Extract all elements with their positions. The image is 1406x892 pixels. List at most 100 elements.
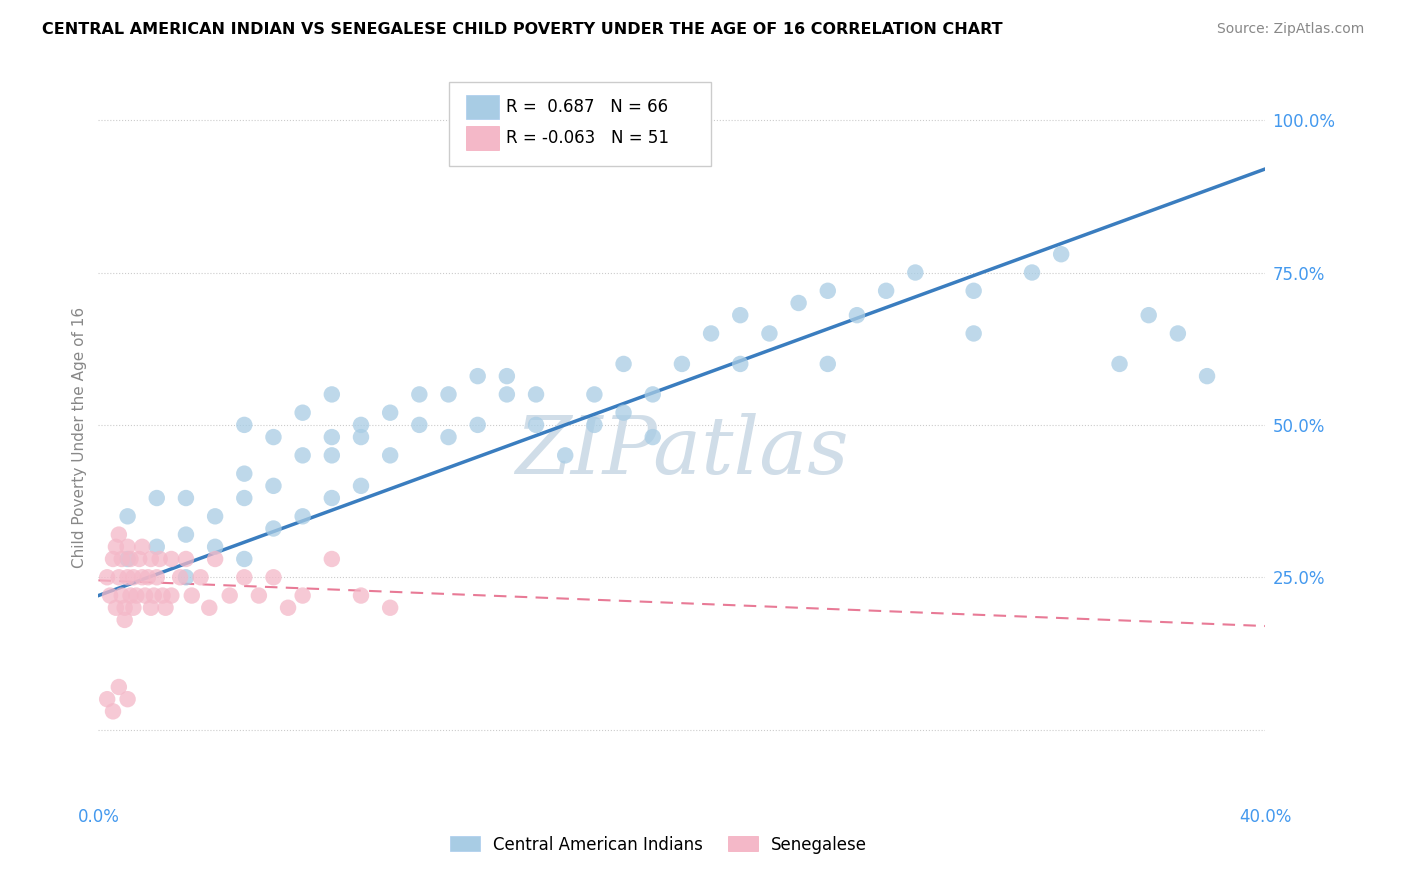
Point [583, 417, 606, 432]
Point [554, 448, 576, 462]
Point [108, 527, 131, 541]
FancyBboxPatch shape [465, 95, 499, 119]
Point [787, 296, 810, 310]
Point [380, 600, 402, 615]
Point [139, 552, 162, 566]
Point [190, 570, 212, 584]
Point [291, 509, 314, 524]
Point [180, 589, 202, 603]
Point [204, 509, 226, 524]
Point [496, 387, 519, 401]
Point [524, 417, 547, 432]
Point [117, 552, 139, 566]
Point [817, 284, 839, 298]
Point [321, 552, 343, 566]
Point [350, 479, 373, 493]
Point [114, 613, 136, 627]
Point [641, 387, 664, 401]
Point [380, 406, 402, 420]
Point [155, 600, 177, 615]
Point [350, 589, 373, 603]
Point [146, 491, 169, 505]
Point [437, 387, 460, 401]
Point [114, 600, 136, 615]
Point [817, 357, 839, 371]
Text: R =  0.687   N = 66: R = 0.687 N = 66 [506, 98, 668, 116]
Point [233, 491, 256, 505]
Point [104, 540, 127, 554]
Point [408, 417, 430, 432]
Point [262, 430, 284, 444]
Point [1050, 247, 1073, 261]
Point [160, 589, 183, 603]
Point [146, 540, 169, 554]
Point [233, 552, 256, 566]
Point [846, 308, 869, 322]
Point [174, 552, 197, 566]
Point [142, 589, 165, 603]
Point [233, 417, 256, 432]
Point [962, 284, 984, 298]
Point [198, 600, 221, 615]
Point [128, 552, 150, 566]
Point [1108, 357, 1130, 371]
Point [730, 357, 752, 371]
Point [875, 284, 897, 298]
Point [350, 430, 373, 444]
Text: Source: ZipAtlas.com: Source: ZipAtlas.com [1216, 22, 1364, 37]
Point [101, 552, 124, 566]
Point [321, 448, 343, 462]
Point [730, 308, 752, 322]
Point [136, 570, 159, 584]
Point [247, 589, 270, 603]
Point [321, 430, 343, 444]
Point [152, 589, 174, 603]
Point [174, 491, 197, 505]
Point [233, 467, 256, 481]
Point [467, 417, 489, 432]
Point [612, 357, 634, 371]
Point [467, 369, 489, 384]
Point [101, 705, 124, 719]
Point [321, 387, 343, 401]
Point [277, 600, 299, 615]
Point [233, 570, 256, 584]
Point [904, 266, 927, 280]
Point [111, 552, 134, 566]
Point [111, 589, 134, 603]
Point [291, 589, 314, 603]
Point [117, 540, 139, 554]
Point [437, 430, 460, 444]
Point [131, 570, 153, 584]
Text: CENTRAL AMERICAN INDIAN VS SENEGALESE CHILD POVERTY UNDER THE AGE OF 16 CORRELAT: CENTRAL AMERICAN INDIAN VS SENEGALESE CH… [42, 22, 1002, 37]
Point [671, 357, 693, 371]
Point [291, 406, 314, 420]
Point [122, 600, 145, 615]
Point [117, 509, 139, 524]
Point [204, 540, 226, 554]
Point [1021, 266, 1043, 280]
Point [108, 680, 131, 694]
FancyBboxPatch shape [449, 82, 711, 167]
Point [149, 552, 172, 566]
Point [262, 521, 284, 535]
Point [700, 326, 723, 341]
Point [1137, 308, 1160, 322]
Point [125, 589, 148, 603]
Point [262, 479, 284, 493]
Point [380, 448, 402, 462]
Point [1195, 369, 1218, 384]
Point [96, 570, 118, 584]
Point [104, 600, 127, 615]
Point [139, 600, 162, 615]
Point [204, 552, 226, 566]
Point [218, 589, 240, 603]
Point [612, 406, 634, 420]
Point [122, 570, 145, 584]
FancyBboxPatch shape [465, 126, 499, 150]
Text: R = -0.063   N = 51: R = -0.063 N = 51 [506, 129, 669, 147]
Text: ZIPatlas: ZIPatlas [515, 413, 849, 491]
Point [108, 570, 131, 584]
Point [98, 589, 121, 603]
Y-axis label: Child Poverty Under the Age of 16: Child Poverty Under the Age of 16 [72, 307, 87, 567]
